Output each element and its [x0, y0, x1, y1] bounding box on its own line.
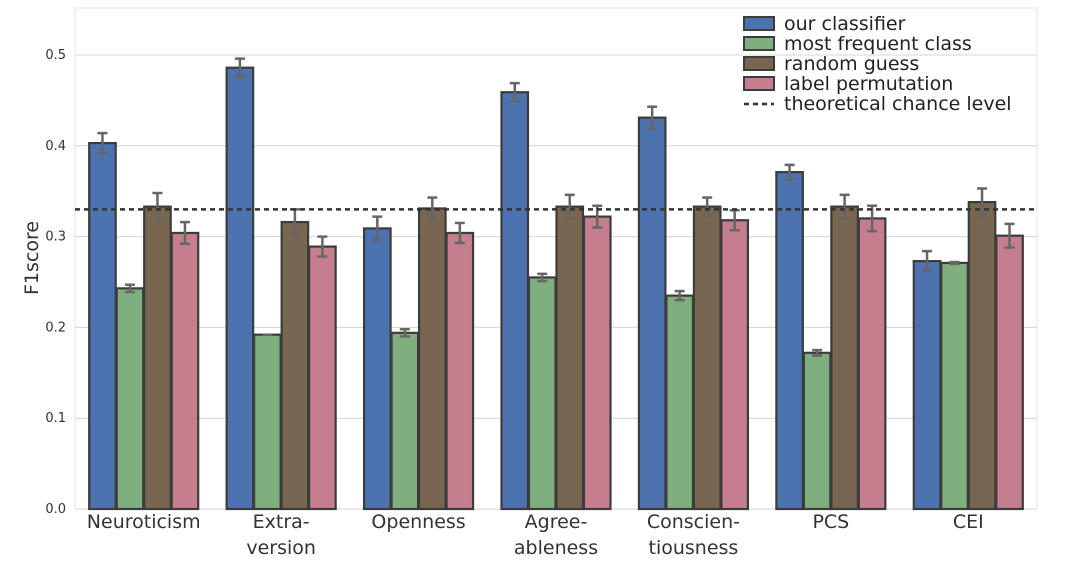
x-category-label-line: Neuroticism	[87, 511, 201, 533]
bar-most-frequent-class	[253, 333, 282, 511]
bar-random-guess	[417, 207, 447, 511]
x-category-label: Agree-ableness	[514, 511, 598, 559]
legend-label: theoretical chance level	[784, 93, 1012, 115]
bar-our-classifier	[775, 171, 804, 511]
bar-label-permutation	[445, 231, 475, 511]
legend-label: most frequent class	[784, 33, 972, 55]
x-category-label: CEI	[953, 511, 984, 533]
bar-most-frequent-class	[390, 331, 420, 511]
x-category-label-line: Extra-	[253, 511, 310, 533]
legend-swatch	[743, 76, 775, 91]
y-tick-label: 0.4	[45, 139, 66, 154]
x-category-label: PCS	[812, 511, 849, 533]
bar-most-frequent-class	[665, 294, 695, 511]
x-category-label-line: ableness	[514, 537, 598, 559]
legend-swatch	[743, 16, 775, 31]
x-category-label-line: Conscien-	[647, 511, 740, 533]
bar-label-permutation	[720, 219, 750, 511]
legend-label: label permutation	[784, 73, 953, 95]
legend-label: random guess	[784, 53, 919, 75]
x-category-label: Neuroticism	[87, 511, 201, 533]
x-category-label-line: Agree-	[525, 511, 588, 533]
bar-label-permutation	[582, 215, 612, 511]
bar-most-frequent-class	[527, 276, 557, 511]
y-tick-label: 0.2	[45, 320, 66, 335]
bar-random-guess	[830, 205, 859, 511]
y-tick-label: 0.0	[45, 502, 66, 517]
x-category-label-line: tiousness	[649, 537, 739, 559]
bar-our-classifier	[362, 227, 392, 511]
bar-label-permutation	[308, 245, 337, 511]
bar-random-guess	[967, 200, 997, 511]
bar-random-guess	[555, 205, 585, 511]
bar-label-permutation	[995, 234, 1024, 511]
legend-label: our classifier	[784, 13, 906, 35]
bar-most-frequent-class	[115, 287, 145, 511]
bar-random-guess	[143, 205, 172, 511]
y-tick-label: 0.3	[45, 230, 66, 245]
x-category-label: Conscien-tiousness	[647, 511, 740, 559]
x-category-label-line: PCS	[812, 511, 849, 533]
bar-our-classifier	[912, 260, 942, 511]
x-axis-categories: Neuroticism Extra-version Openness Agree-ab…	[87, 511, 984, 559]
bar-most-frequent-class	[940, 261, 969, 511]
x-category-label: Openness	[371, 511, 465, 533]
bar-random-guess	[280, 220, 310, 511]
y-axis-ticks: 0.0 0.1 0.2 0.3 0.4 0.5	[45, 48, 66, 517]
y-tick-label: 0.1	[45, 411, 66, 426]
bar-our-classifier	[88, 141, 117, 511]
legend-swatch	[743, 36, 775, 51]
bar-most-frequent-class	[802, 351, 832, 511]
x-category-label-line: CEI	[953, 511, 984, 533]
bar-random-guess	[692, 205, 722, 511]
bar-label-permutation	[170, 231, 200, 511]
bar-our-classifier	[637, 116, 667, 511]
y-tick-label: 0.5	[45, 48, 66, 63]
bar-our-classifier	[225, 66, 255, 511]
error-bars	[97, 57, 1015, 357]
y-axis-label: F1score	[21, 221, 43, 295]
bar-our-classifier	[500, 91, 530, 511]
legend-swatch	[743, 56, 775, 71]
x-category-label-line: version	[246, 537, 316, 559]
x-category-label: Extra-version	[246, 511, 316, 559]
x-category-label-line: Openness	[371, 511, 465, 533]
bar-label-permutation	[857, 217, 887, 511]
